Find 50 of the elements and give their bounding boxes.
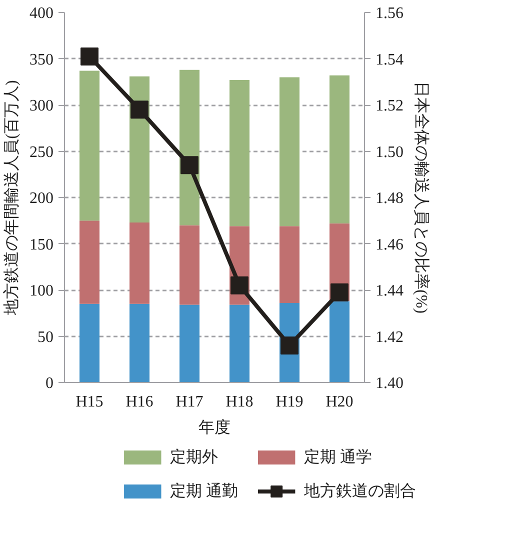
point	[280, 336, 298, 354]
bar	[230, 304, 250, 382]
y2-tick-label: 1.52	[376, 98, 404, 114]
legend-label: 定期外	[170, 448, 218, 466]
bar	[230, 80, 250, 226]
y2-tick-label: 1.40	[376, 375, 404, 392]
y2-tick-label: 1.48	[376, 190, 404, 207]
y-tick-label: 0	[46, 375, 54, 392]
y2-axis-title: 日本全体の輸送人員との比率(%)	[412, 82, 430, 314]
x-tick-label: H16	[126, 394, 154, 410]
bar	[180, 304, 200, 382]
x-tick-label: H15	[76, 394, 104, 410]
bar	[330, 75, 350, 224]
y-tick-label: 400	[30, 5, 54, 22]
point	[180, 156, 198, 174]
x-tick-label: H19	[276, 394, 304, 410]
y2-tick-label: 1.50	[376, 144, 404, 161]
y2-tick-label: 1.42	[376, 328, 404, 346]
y-tick-label: 150	[30, 236, 54, 254]
y-tick-label: 300	[30, 98, 54, 114]
y2-tick-label: 1.56	[376, 5, 404, 22]
y-tick-label: 50	[38, 328, 54, 346]
bar	[180, 225, 200, 305]
y-tick-label: 350	[30, 51, 54, 68]
y-tick-label: 100	[30, 282, 54, 300]
point	[80, 47, 98, 66]
point	[330, 283, 348, 302]
y2-tick-label: 1.54	[376, 51, 404, 68]
x-tick-label: H17	[176, 394, 204, 410]
bar	[130, 304, 150, 382]
bar	[130, 222, 150, 304]
x-tick-label: H18	[226, 394, 254, 410]
point	[130, 100, 148, 119]
x-tick-label: H20	[326, 394, 354, 410]
bar	[280, 226, 300, 303]
x-axis-title: 年度	[198, 418, 230, 436]
y2-tick-label: 1.46	[376, 236, 404, 254]
bar	[80, 304, 100, 382]
bar	[80, 220, 100, 304]
y-axis-title: 地方鉄道の年間輸送人員(百万人)	[2, 80, 20, 316]
bar	[80, 70, 100, 221]
point	[230, 276, 248, 294]
y2-tick-label: 1.44	[376, 282, 404, 300]
bar	[330, 301, 350, 382]
bar	[280, 77, 300, 226]
y-tick-label: 200	[30, 190, 54, 207]
legend-label: 地方鉄道の割合	[303, 482, 416, 500]
legend-label: 定期 通学	[304, 448, 372, 466]
legend-label: 定期 通勤	[170, 482, 238, 500]
y-tick-label: 250	[30, 144, 54, 161]
